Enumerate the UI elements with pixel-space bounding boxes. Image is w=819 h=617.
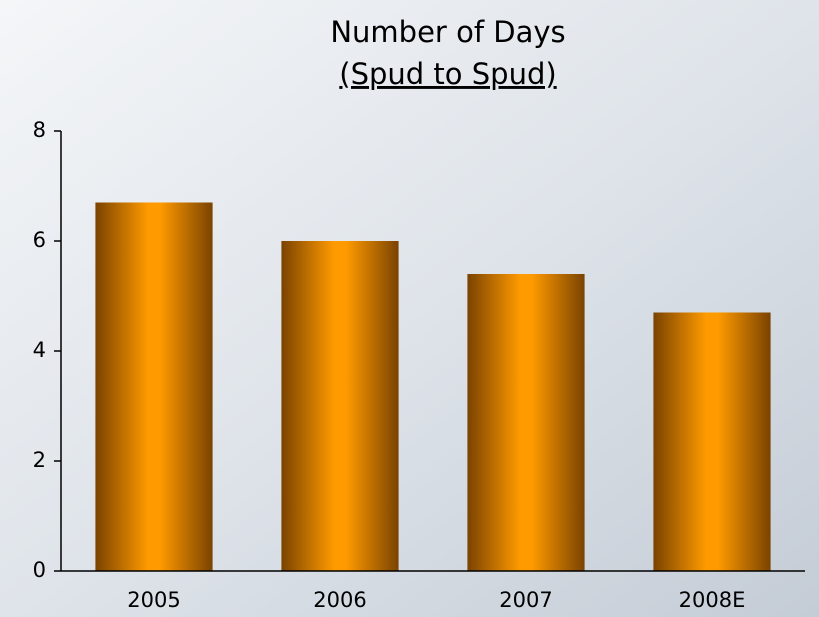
x-tick-label: 2006 — [313, 588, 366, 612]
chart-title: Number of Days — [330, 15, 565, 49]
bar — [281, 241, 399, 571]
bar — [467, 274, 585, 571]
x-tick-label: 2008E — [679, 588, 746, 612]
y-tick-label: 4 — [33, 338, 46, 362]
bar — [653, 312, 771, 571]
y-tick-label: 2 — [33, 448, 46, 472]
y-tick-label: 0 — [33, 558, 46, 582]
x-tick-label: 2007 — [499, 588, 552, 612]
chart-subtitle: (Spud to Spud) — [339, 57, 556, 91]
bar — [95, 202, 213, 571]
x-tick-label: 2005 — [127, 588, 180, 612]
y-tick-label: 8 — [33, 118, 46, 142]
y-tick-label: 6 — [33, 228, 46, 252]
